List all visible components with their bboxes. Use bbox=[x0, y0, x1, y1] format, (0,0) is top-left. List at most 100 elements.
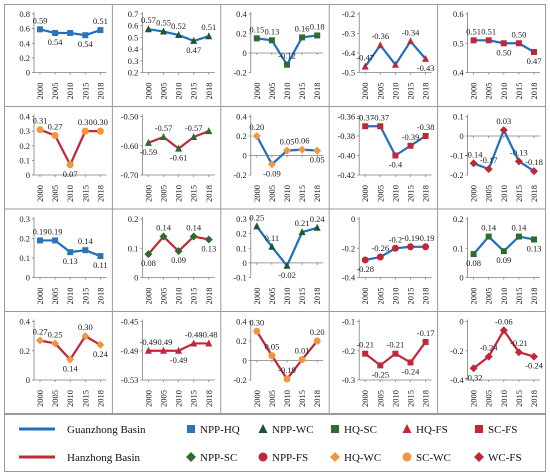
data-point bbox=[268, 352, 276, 360]
x-tick-label: 2005 bbox=[159, 288, 169, 305]
legend-marker-10 bbox=[474, 452, 484, 462]
y-tick-label: -0.1 bbox=[233, 273, 246, 283]
x-tick-label: 2000 bbox=[360, 185, 370, 202]
data-point bbox=[298, 145, 307, 154]
data-point bbox=[267, 160, 276, 169]
x-tick-label: 2018 bbox=[312, 390, 322, 407]
x-tick-label: 2010 bbox=[174, 83, 184, 100]
x-tick-label: 2005 bbox=[484, 288, 494, 305]
data-label: 0.05 bbox=[264, 342, 279, 352]
y-tick-label: 0.4 bbox=[236, 9, 247, 19]
x-tick-label: 2000 bbox=[252, 83, 262, 100]
data-point bbox=[175, 31, 183, 39]
x-tick-label: 2005 bbox=[484, 185, 494, 202]
x-tick-label: 2018 bbox=[421, 288, 431, 305]
legend-marker-9 bbox=[402, 452, 412, 462]
x-tick-label: 2018 bbox=[95, 288, 105, 305]
x-tick-label: 2015 bbox=[80, 288, 90, 305]
data-point bbox=[175, 346, 183, 354]
data-point bbox=[361, 62, 369, 70]
data-point bbox=[422, 54, 430, 62]
data-point bbox=[485, 37, 492, 44]
x-tick-label: 2010 bbox=[174, 185, 184, 202]
data-label: 0.21 bbox=[295, 218, 310, 228]
data-point bbox=[96, 127, 104, 135]
data-point bbox=[52, 30, 59, 37]
data-label: 0.19 bbox=[33, 226, 48, 236]
data-label: -0.21 bbox=[510, 338, 528, 348]
x-tick-label: 2005 bbox=[50, 390, 60, 407]
data-label: -0.06 bbox=[495, 316, 513, 326]
data-point bbox=[204, 235, 213, 244]
data-label: 0.50 bbox=[511, 29, 526, 39]
data-label: 0.14 bbox=[186, 223, 202, 233]
data-label: 0.13 bbox=[264, 26, 279, 36]
data-point bbox=[67, 249, 74, 256]
x-tick-label: 2018 bbox=[95, 390, 105, 407]
x-tick-label: 2000 bbox=[252, 390, 262, 407]
data-label: -0.34 bbox=[402, 27, 420, 37]
data-point bbox=[283, 146, 291, 155]
y-tick-label: 0.5 bbox=[453, 38, 464, 48]
x-tick-label: 2015 bbox=[297, 390, 307, 407]
panel-18: -0.2 0 0.2 0.4 2000 2005 2010 2015 2018 0.30 0.05 -… bbox=[233, 317, 324, 408]
panel-19: -0.3 -0.2 -0.1 2000 2005 2010 2015 2018 -0.21 -0.… bbox=[342, 317, 435, 408]
x-tick-label: 2000 bbox=[252, 185, 262, 202]
series-line bbox=[39, 128, 101, 166]
data-label: -0.47 bbox=[356, 53, 374, 63]
x-tick-label: 2010 bbox=[65, 288, 75, 305]
data-point bbox=[407, 359, 414, 366]
y-tick-label: -0.2 bbox=[233, 170, 246, 180]
data-point bbox=[160, 27, 167, 35]
y-tick-label: 0.1 bbox=[19, 155, 30, 165]
legend-marker-1 bbox=[187, 425, 195, 433]
y-tick-label: -0.40 bbox=[337, 151, 355, 161]
data-label: -0.37 bbox=[371, 112, 389, 122]
data-point bbox=[190, 132, 198, 140]
y-tick-label: 0.4 bbox=[453, 68, 464, 78]
data-point bbox=[160, 132, 167, 140]
data-point bbox=[422, 133, 429, 139]
y-tick-label: -0.53 bbox=[121, 375, 139, 385]
y-tick-label: 0 bbox=[243, 151, 247, 161]
data-label: -0.02 bbox=[278, 270, 296, 280]
x-tick-label: 2000 bbox=[252, 288, 262, 305]
x-tick-label: 2015 bbox=[189, 185, 199, 202]
x-tick-label: 2005 bbox=[50, 83, 60, 100]
data-point bbox=[470, 251, 477, 258]
data-label: 0.13 bbox=[63, 256, 78, 266]
panel-3: -0.2 0 0.2 0.4 2000 2005 2010 2015 2018 0.15 0.13 -… bbox=[233, 9, 324, 100]
y-tick-label: 0.4 bbox=[236, 317, 247, 327]
y-tick-label: 0 bbox=[243, 258, 247, 268]
data-point bbox=[299, 34, 306, 41]
x-tick-label: 2010 bbox=[390, 390, 400, 407]
data-point bbox=[514, 348, 523, 357]
data-point bbox=[144, 25, 152, 33]
y-tick-label: 0.3 bbox=[19, 126, 30, 136]
data-point bbox=[391, 244, 399, 252]
data-point bbox=[377, 123, 384, 130]
data-label: -0.24 bbox=[525, 361, 543, 371]
y-tick-label: 0.6 bbox=[128, 21, 139, 31]
y-tick-label: -0.3 bbox=[342, 375, 355, 385]
data-label: 0.06 bbox=[295, 136, 310, 146]
data-point bbox=[253, 35, 260, 42]
data-point bbox=[407, 37, 414, 45]
y-tick-label: 0 bbox=[134, 273, 138, 283]
data-label: -0.57 bbox=[155, 123, 173, 133]
data-point bbox=[36, 336, 44, 345]
legend-indicator-label: NPP-SC bbox=[200, 452, 237, 464]
data-label: 0.51 bbox=[93, 16, 108, 26]
x-tick-label: 2000 bbox=[35, 390, 45, 407]
data-label: 0.30 bbox=[78, 117, 93, 127]
y-tick-label: 0.1 bbox=[453, 243, 464, 253]
x-tick-label: 2000 bbox=[143, 390, 153, 407]
y-tick-label: -0.38 bbox=[337, 131, 355, 141]
data-label: -0.14 bbox=[465, 149, 483, 159]
x-tick-label: 2000 bbox=[35, 288, 45, 305]
chart-grid: 0 0.2 0.4 0.6 0.8 2000 2005 2010 2015 2018 0.59 0.5… bbox=[4, 4, 546, 414]
data-label: 0.31 bbox=[33, 116, 48, 126]
data-point bbox=[499, 326, 508, 335]
y-tick-label: 0.1 bbox=[453, 112, 464, 122]
